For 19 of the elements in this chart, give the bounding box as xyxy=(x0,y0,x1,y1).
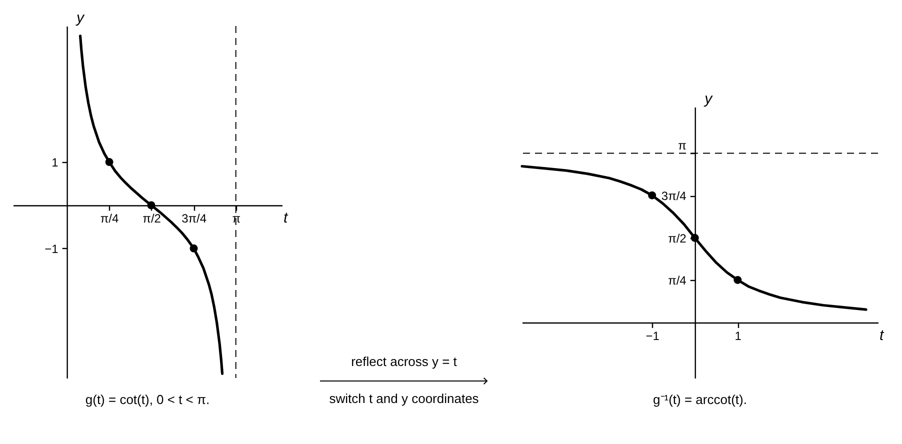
x-tick-label: π/4 xyxy=(100,212,119,226)
text: g⁻¹(t) = arccot(t). xyxy=(653,392,747,407)
point xyxy=(147,201,156,210)
y-tick-label: π xyxy=(678,138,686,153)
y-axis-title: y xyxy=(704,90,714,108)
y-tick-label: π/4 xyxy=(668,274,687,288)
x-tick-label: 3π/4 xyxy=(182,212,207,226)
x-axis-title: t xyxy=(880,327,884,344)
point xyxy=(190,244,198,252)
x-axis-title: t xyxy=(284,210,288,227)
x-tick-label: π xyxy=(232,212,240,226)
text: g(t) = cot(t), 0 < t < π. xyxy=(85,392,210,407)
y-axis-title: y xyxy=(76,10,86,26)
y-tick-label: π/2 xyxy=(668,231,687,246)
text: switch t and y coordinates xyxy=(329,391,480,406)
x-tick-label: π/2 xyxy=(142,212,162,226)
y-tick-label: 3π/4 xyxy=(661,189,687,204)
text: reflect across y = t xyxy=(351,354,458,369)
point xyxy=(105,158,114,166)
